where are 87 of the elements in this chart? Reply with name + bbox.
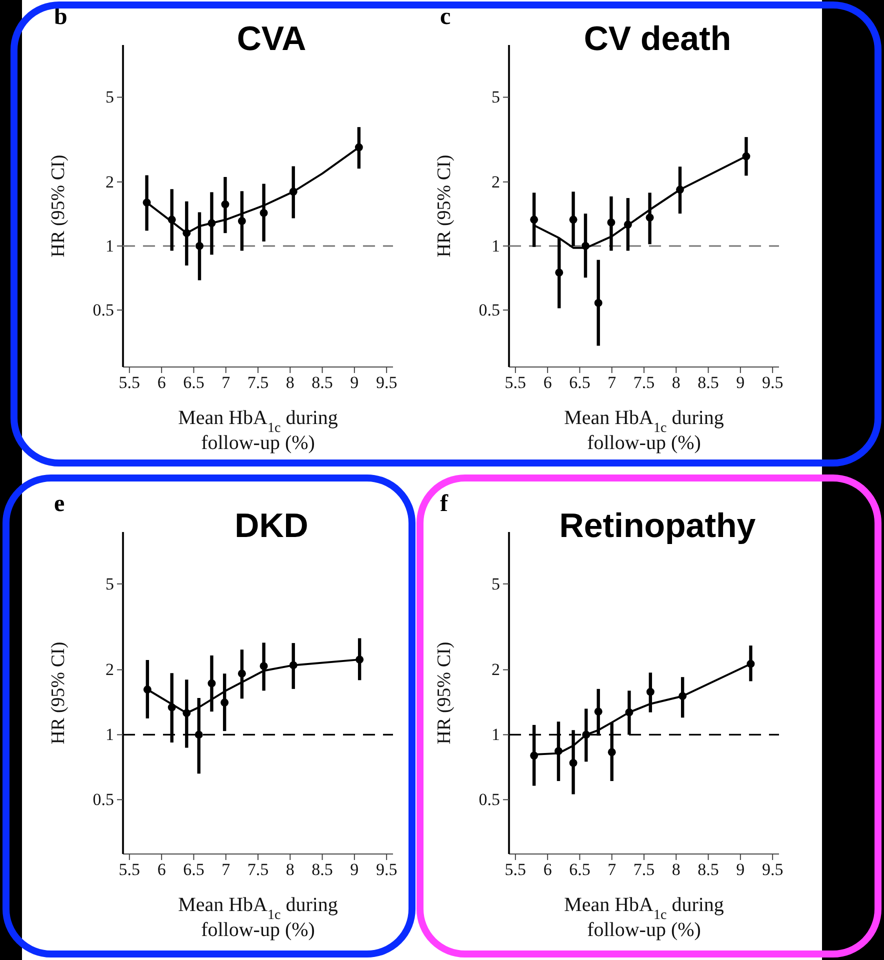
y-tick-label: 5: [106, 574, 114, 594]
x-axis-title: Mean HbA$_{1c}$ during follow-up (%): [564, 894, 724, 941]
point: [208, 679, 216, 688]
x-tick-label: 9: [350, 373, 359, 392]
point: [646, 214, 654, 222]
x-tick-label: 9: [736, 373, 745, 392]
x-tick-label: 7: [222, 373, 231, 392]
chart-title: Retinopathy: [559, 507, 756, 545]
text: f: [440, 491, 449, 517]
x-tick-label: 5.5: [504, 860, 526, 880]
x-tick-label: 9.5: [376, 860, 398, 880]
x-tick-label: 9: [736, 860, 745, 880]
y-tick-label: 2: [106, 172, 114, 192]
x-axis-title: Mean HbA$_{1c}$ during follow-up (%): [178, 894, 338, 941]
x-axis-title: Mean HbA$_{1c}$ during follow-up (%): [564, 407, 724, 454]
x-tick-label: 5.5: [118, 373, 140, 392]
x-tick-label: 6.5: [183, 373, 204, 392]
x-tick-label: 8: [286, 373, 294, 392]
y-tick-label: 1: [492, 725, 500, 744]
y-tick-label: 1: [106, 236, 114, 256]
x-tick-label: 7.5: [633, 860, 655, 880]
x-tick-label: 5.5: [118, 860, 140, 880]
point: [569, 216, 578, 224]
y-axis-title: HR (95% CI): [434, 642, 455, 744]
text: b: [54, 4, 68, 30]
x-tick-label: 8.5: [312, 860, 333, 880]
x-tick-label: 6: [157, 373, 166, 392]
x-tick-label: 9.5: [762, 860, 784, 880]
x-tick-label: 8: [672, 373, 680, 392]
y-tick-label: 2: [492, 172, 500, 192]
x-tick-label: 7.5: [633, 373, 655, 392]
y-axis-title: HR (95% CI): [48, 642, 69, 744]
text: c: [440, 4, 451, 30]
y-tick-label: 0.5: [478, 790, 500, 810]
point: [594, 708, 602, 716]
x-tick-label: 7: [222, 860, 231, 880]
x-tick-label: 6: [543, 860, 552, 880]
point: [608, 748, 616, 756]
point: [646, 688, 654, 696]
text: e: [54, 491, 65, 517]
point: [260, 208, 268, 217]
y-axis-title: HR (95% CI): [434, 154, 455, 258]
x-tick-label: 7: [608, 860, 617, 880]
y-tick-label: 0.5: [478, 300, 500, 320]
x-tick-label: 6.5: [569, 860, 590, 880]
x-tick-label: 8: [672, 860, 680, 880]
x-tick-label: 7.5: [247, 373, 269, 392]
y-axis-title: HR (95% CI): [48, 154, 69, 258]
x-tick-label: 7.5: [247, 860, 269, 880]
chart-title: DKD: [234, 507, 308, 545]
y-tick-label: 5: [106, 88, 114, 107]
x-tick-label: 6: [543, 373, 552, 392]
x-tick-label: 7: [608, 373, 617, 392]
x-tick-label: 8.5: [698, 373, 719, 392]
x-tick-label: 8.5: [698, 860, 719, 880]
chart-title: CVA: [236, 20, 306, 58]
x-tick-label: 9.5: [762, 373, 784, 392]
x-tick-label: 9.5: [376, 373, 398, 392]
y-tick-label: 1: [492, 236, 500, 256]
y-tick-label: 2: [106, 660, 114, 680]
y-tick-label: 0.5: [92, 300, 114, 320]
point: [555, 268, 564, 277]
x-tick-label: 6.5: [183, 860, 204, 880]
x-tick-label: 5.5: [504, 373, 526, 392]
point: [220, 698, 229, 706]
x-tick-label: 9: [350, 860, 359, 880]
x-tick-label: 8: [286, 860, 294, 880]
point: [194, 730, 203, 739]
y-tick-label: 1: [106, 725, 114, 744]
y-tick-label: 5: [492, 574, 500, 594]
y-tick-label: 2: [492, 660, 500, 680]
point: [594, 298, 602, 307]
point: [221, 200, 230, 208]
x-tick-label: 6.5: [569, 373, 590, 392]
point: [238, 217, 246, 226]
chart-title: CV death: [584, 20, 732, 58]
point: [196, 242, 204, 250]
point: [569, 758, 578, 767]
x-tick-label: 8.5: [312, 373, 333, 392]
point: [260, 662, 268, 670]
point: [607, 218, 616, 226]
point: [530, 216, 538, 224]
x-axis-title: Mean HbA$_{1c}$ during follow-up (%): [178, 407, 338, 454]
point: [238, 670, 246, 678]
y-tick-label: 5: [492, 88, 500, 107]
x-tick-label: 6: [157, 860, 166, 880]
y-tick-label: 0.5: [92, 790, 114, 810]
